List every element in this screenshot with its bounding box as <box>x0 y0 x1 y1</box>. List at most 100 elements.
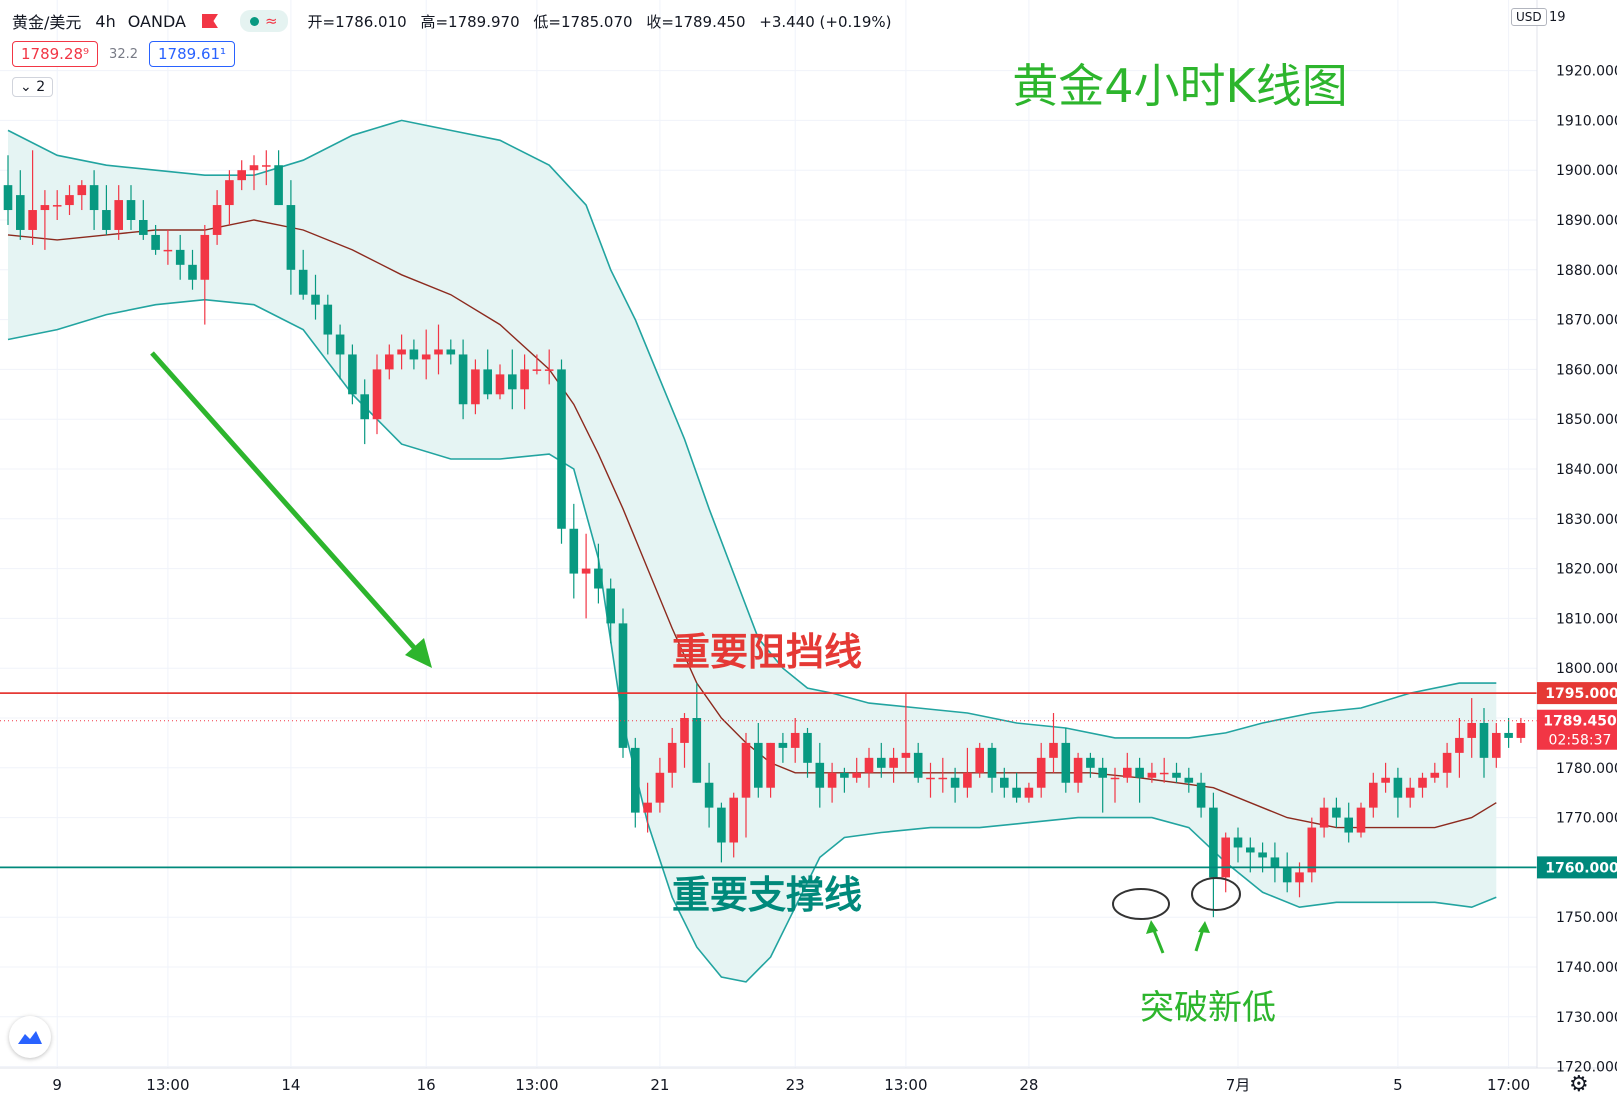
time-tick-label: 13:00 <box>146 1076 189 1094</box>
candle-body <box>1516 722 1526 738</box>
bar-countdown-label: 02:58:37 <box>1549 733 1612 749</box>
candle-body <box>40 205 50 211</box>
ohlc-readout: 开=1786.010 高=1789.970 低=1785.070 收=1789.… <box>308 11 901 32</box>
candle-body <box>286 205 296 270</box>
candle-body <box>1258 852 1267 858</box>
price-tick-label: 1800.000 <box>1556 661 1617 677</box>
price-tag-label: 1760.000 <box>1545 860 1617 876</box>
candle-body <box>569 528 579 574</box>
spread-value: 32.2 <box>109 46 138 62</box>
flag-icon[interactable] <box>201 14 218 28</box>
candle-body <box>495 374 505 395</box>
resistance-label: 重要阻挡线 <box>672 630 862 674</box>
new-low-circle-1 <box>1112 888 1170 920</box>
data-source: OANDA <box>127 11 186 31</box>
candle-body <box>483 369 492 395</box>
candle-body <box>729 797 738 843</box>
band-fill <box>8 120 1497 982</box>
candle-body <box>852 772 861 778</box>
candle-body <box>913 752 923 778</box>
candle-body <box>508 374 517 390</box>
candle-body <box>1024 787 1034 798</box>
basis-line <box>7 219 1497 829</box>
candle-body <box>1295 872 1304 883</box>
candle-body <box>1209 807 1218 878</box>
candle-body <box>52 205 62 207</box>
candle-body <box>877 757 886 768</box>
new-low-arrow-1-head <box>1146 920 1158 934</box>
candle-body <box>348 354 357 395</box>
price-tick-label: 1770.000 <box>1556 811 1617 827</box>
approx-wave-icon: ≈ <box>264 12 278 30</box>
price-tick-label: 1920.000 <box>1556 64 1617 80</box>
candle-body <box>298 269 308 295</box>
price-tick-label: 1840.000 <box>1556 462 1617 478</box>
candle-body <box>1110 777 1120 780</box>
time-tick-label: 23 <box>786 1076 805 1094</box>
indicator-collapse-button[interactable]: ⌄ 2 <box>12 77 54 97</box>
candle-body <box>655 772 665 803</box>
support-resistance-lines[interactable] <box>0 692 1537 869</box>
candle-body <box>1086 757 1095 768</box>
candle-body <box>397 349 406 355</box>
candle-body <box>458 354 468 405</box>
candle-body <box>200 234 210 280</box>
candle-body <box>963 772 972 788</box>
candle-body <box>1172 772 1181 778</box>
candle-body <box>1405 787 1415 798</box>
candle-body <box>360 394 369 420</box>
candle-body <box>1467 722 1476 738</box>
new-low-label: 突破新低 <box>1140 988 1276 1028</box>
time-tick-label: 13:00 <box>884 1076 927 1094</box>
candle-body <box>1049 742 1058 758</box>
candle-body <box>1442 752 1452 773</box>
candle-body <box>1000 777 1009 788</box>
candle-body <box>16 195 25 230</box>
close-value: =1789.450 <box>661 12 746 31</box>
timeframe[interactable]: 4h <box>95 11 116 31</box>
grid <box>0 0 1537 1068</box>
indicator-count: 2 <box>36 79 46 95</box>
candle-body <box>606 588 615 624</box>
candle-body <box>139 220 148 235</box>
tradingview-logo-icon[interactable] <box>9 1016 51 1058</box>
currency-label[interactable]: USD <box>1511 8 1547 26</box>
candle-body <box>421 354 431 360</box>
candle-body <box>28 210 37 230</box>
close-label: 收 <box>646 12 662 31</box>
candle-body <box>1393 777 1403 798</box>
candle-body <box>1184 777 1194 783</box>
sell-price-button[interactable]: 1789.28⁹ <box>12 41 99 67</box>
candle-body <box>717 807 726 843</box>
candle-body <box>114 200 123 230</box>
candle-body <box>557 369 566 529</box>
candle-body <box>864 757 874 773</box>
candle-body <box>975 747 984 773</box>
time-tick-label: 7月 <box>1226 1076 1251 1094</box>
candle-body <box>1073 757 1083 783</box>
candle-body <box>1356 807 1366 833</box>
candle-body <box>249 165 259 171</box>
candle-body <box>274 165 283 206</box>
candle-body <box>409 349 419 360</box>
candle-body <box>1270 857 1280 868</box>
support-label: 重要支撑线 <box>672 873 862 917</box>
symbol-name[interactable]: 黄金/美元 <box>12 13 82 32</box>
time-tick-label: 13:00 <box>515 1076 558 1094</box>
price-tag-bg <box>1537 856 1617 879</box>
price-tick-label: 1850.000 <box>1556 412 1617 428</box>
candle-body <box>471 369 480 405</box>
gear-icon[interactable]: ⚙ <box>1569 1072 1589 1097</box>
candle-body <box>618 623 628 748</box>
price-tags: 1795.000 1760.000 1789.450 02:58:37 <box>1537 682 1617 879</box>
candle-body <box>1036 757 1046 788</box>
candle-body <box>926 777 935 780</box>
candle-body <box>102 210 111 230</box>
indicator-status[interactable]: ≈ <box>239 10 288 32</box>
candle-body <box>188 264 197 280</box>
candle-body <box>323 304 333 335</box>
candle-body <box>1479 722 1489 758</box>
buy-price-button[interactable]: 1789.61¹ <box>149 41 236 67</box>
